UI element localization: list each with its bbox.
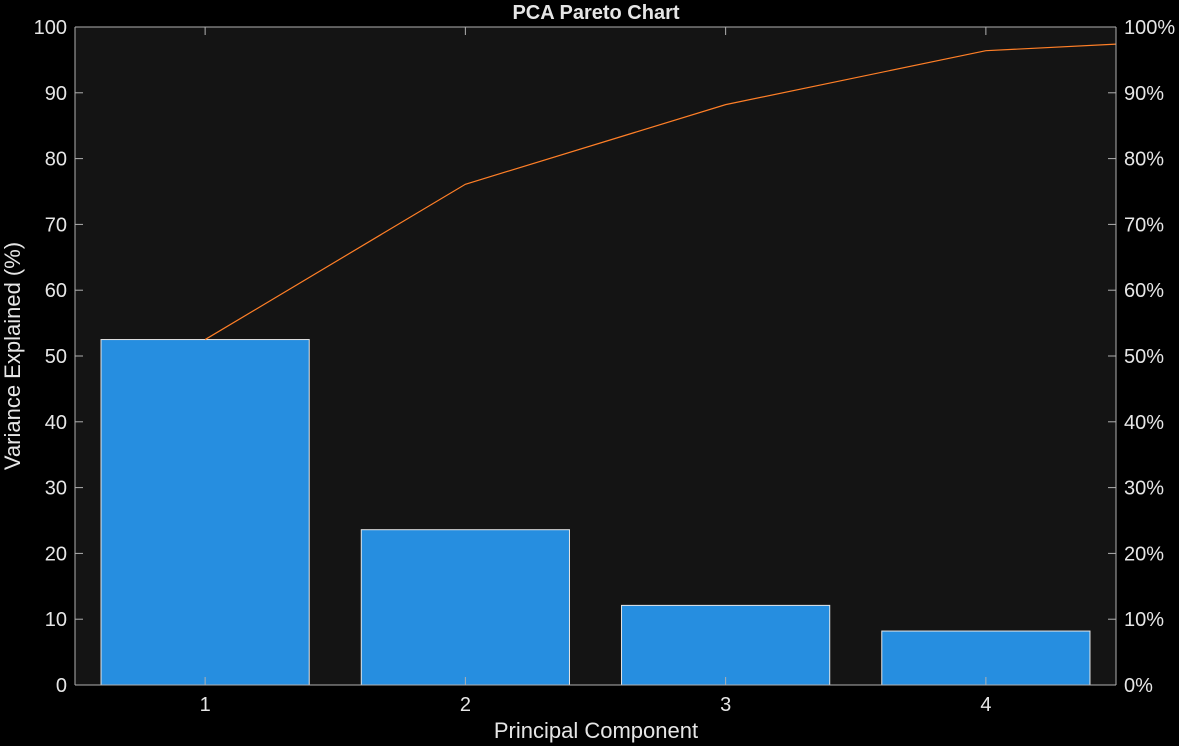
y2-tick-label: 80% — [1124, 149, 1164, 171]
chart-title: PCA Pareto Chart — [512, 2, 679, 24]
y-tick-label: 60 — [45, 280, 67, 302]
y-tick-label: 0 — [56, 675, 67, 697]
y2-tick-label: 90% — [1124, 83, 1164, 105]
y2-tick-label: 100% — [1124, 17, 1175, 39]
y-tick-label: 90 — [45, 83, 67, 105]
x-tick-label: 1 — [200, 694, 211, 716]
y2-tick-label: 0% — [1124, 675, 1153, 697]
bars-group — [100, 339, 1091, 686]
bar-4 — [881, 630, 1091, 686]
bar-3 — [621, 604, 831, 686]
y-tick-label: 50 — [45, 346, 67, 368]
y-tick-label: 80 — [45, 149, 67, 171]
y2-tick-label: 50% — [1124, 346, 1164, 368]
bar-2 — [360, 529, 570, 686]
y2-tick-label: 10% — [1124, 609, 1164, 631]
y-tick-label: 70 — [45, 214, 67, 236]
y-tick-label: 30 — [45, 478, 67, 500]
y2-tick-label: 40% — [1124, 412, 1164, 434]
x-tick-label: 3 — [720, 694, 731, 716]
x-tick-label: 2 — [460, 694, 471, 716]
left-axis-ticks: 0 10 20 30 40 50 60 70 80 90 100 — [34, 17, 83, 697]
y-tick-label: 10 — [45, 609, 67, 631]
y-tick-label: 40 — [45, 412, 67, 434]
x-axis-ticks: 1 2 3 4 — [200, 27, 991, 716]
y2-tick-label: 70% — [1124, 214, 1164, 236]
x-axis-label: Principal Component — [494, 718, 698, 743]
cumulative-line-group — [204, 43, 1117, 341]
x-tick-label: 4 — [980, 694, 991, 716]
y-axis-label: Variance Explained (%) — [0, 242, 25, 470]
y2-tick-label: 60% — [1124, 280, 1164, 302]
y2-tick-label: 20% — [1124, 543, 1164, 565]
cumulative-line — [204, 43, 1117, 341]
y2-tick-label: 30% — [1124, 478, 1164, 500]
y-tick-label: 20 — [45, 543, 67, 565]
y-tick-label: 100 — [34, 17, 67, 39]
right-axis-ticks: 0% 10% 20% 30% 40% 50% 60% 70% 80% 90% 100% — [1108, 17, 1175, 697]
bar-1 — [100, 339, 310, 686]
